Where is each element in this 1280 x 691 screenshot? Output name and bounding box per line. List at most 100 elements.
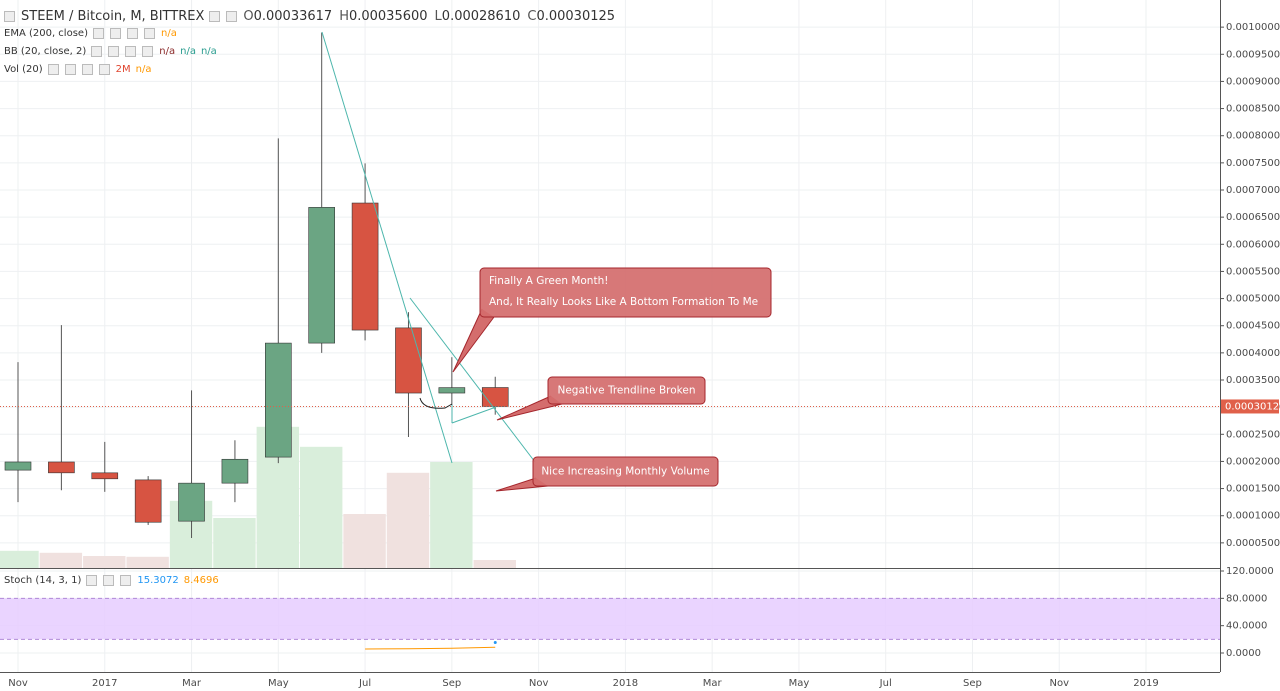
indicator-label: Vol (20) (4, 64, 43, 75)
volume-bar (430, 462, 473, 568)
x-tick-label: 2017 (92, 678, 117, 689)
candle-body (351, 202, 379, 331)
callout-pointer (452, 308, 495, 373)
indicator-icon[interactable] (109, 28, 121, 39)
x-tick-label: Sep (963, 678, 982, 689)
candle-body (481, 387, 509, 407)
indicator-icon[interactable] (126, 28, 138, 39)
callout-text: Negative Trendline Broken (557, 385, 695, 397)
x-tick-label: Nov (8, 678, 28, 689)
volume-bar (299, 446, 343, 568)
volume-bar (39, 552, 83, 568)
candle-body (178, 482, 205, 522)
indicator-icon[interactable] (108, 46, 120, 57)
indicator-label: BB (20, close, 2) (4, 46, 87, 57)
indicator-icon[interactable] (64, 64, 76, 75)
y-tick-label: 120.0000 (1226, 566, 1274, 577)
stoch-value: 15.3072 (137, 575, 179, 586)
x-tick-label: Nov (529, 678, 549, 689)
candle-body (221, 458, 249, 484)
settings-icon[interactable] (209, 11, 221, 22)
settings-icon[interactable] (86, 575, 98, 586)
indicator-icon[interactable] (143, 28, 155, 39)
trendline (321, 31, 453, 464)
indicator-value: n/a (159, 46, 176, 57)
indicator-icon[interactable] (91, 46, 103, 57)
indicator-icon[interactable] (98, 64, 110, 75)
stoch-line (365, 646, 496, 650)
indicator-icon[interactable] (81, 64, 93, 75)
close-icon[interactable] (120, 575, 132, 586)
indicator-icon[interactable] (142, 46, 154, 57)
indicator-icon[interactable] (47, 64, 59, 75)
candle-body (91, 472, 119, 480)
x-tick-label: Nov (1049, 678, 1069, 689)
ohlc-label: L (434, 9, 442, 24)
callout-text: And, It Really Looks Like A Bottom Forma… (489, 296, 758, 308)
ohlc-value: 0.00033617 (253, 9, 333, 24)
x-tick-label: May (268, 678, 289, 689)
y-tick-label: 0.00100000 (1226, 22, 1280, 33)
candle-body (438, 387, 466, 394)
indicator-label: EMA (200, close) (4, 28, 88, 39)
indicator-value: n/a (135, 64, 152, 75)
indicator-row: EMA (200, close) n/a (4, 28, 177, 39)
x-tick-label: Jul (358, 678, 371, 689)
callout-text: Nice Increasing Monthly Volume (541, 466, 709, 478)
stoch-title: Stoch (14, 3, 1) (4, 575, 82, 586)
callout-text: Finally A Green Month! (489, 275, 608, 287)
volume-bar (83, 556, 126, 568)
ohlc-label: C (527, 9, 537, 24)
hide-icon[interactable] (103, 575, 115, 586)
ohlc-value: 0.00028610 (441, 9, 521, 24)
volume-bar (213, 518, 256, 568)
candle-body (395, 327, 422, 394)
stoch-header: Stoch (14, 3, 1) 15.3072 8.4696 (4, 575, 219, 586)
ohlc-value: 0.00030125 (536, 9, 616, 24)
last-price-tag (1221, 399, 1279, 414)
trendline (451, 406, 497, 424)
close-icon[interactable] (226, 11, 238, 22)
candle-layer (0, 32, 1220, 538)
main-header: STEEM / Bitcoin, M, BITTREX O 0.00033617 H… (4, 9, 615, 24)
indicator-value: n/a (180, 46, 196, 57)
stoch-layer (0, 597, 1220, 650)
x-tick-label: Jul (879, 678, 892, 689)
x-tick-label: Mar (703, 678, 723, 689)
candle-body (48, 461, 75, 474)
candle-body (134, 479, 162, 523)
x-tick-label: 2019 (1133, 678, 1158, 689)
y-tick-label: 40.0000 (1226, 621, 1267, 632)
indicator-value: 2M (115, 64, 131, 75)
stoch-band (0, 598, 1220, 640)
indicator-icon[interactable] (125, 46, 137, 57)
indicator-value: n/a (200, 46, 217, 57)
volume-bar (343, 514, 386, 568)
volume-bar (126, 556, 169, 568)
callout-pointer (496, 395, 563, 421)
indicator-icon[interactable] (92, 28, 104, 39)
collapse-icon[interactable] (4, 11, 15, 22)
x-tick-label: Mar (182, 678, 202, 689)
trendline (409, 297, 536, 463)
x-tick-label: May (789, 678, 810, 689)
